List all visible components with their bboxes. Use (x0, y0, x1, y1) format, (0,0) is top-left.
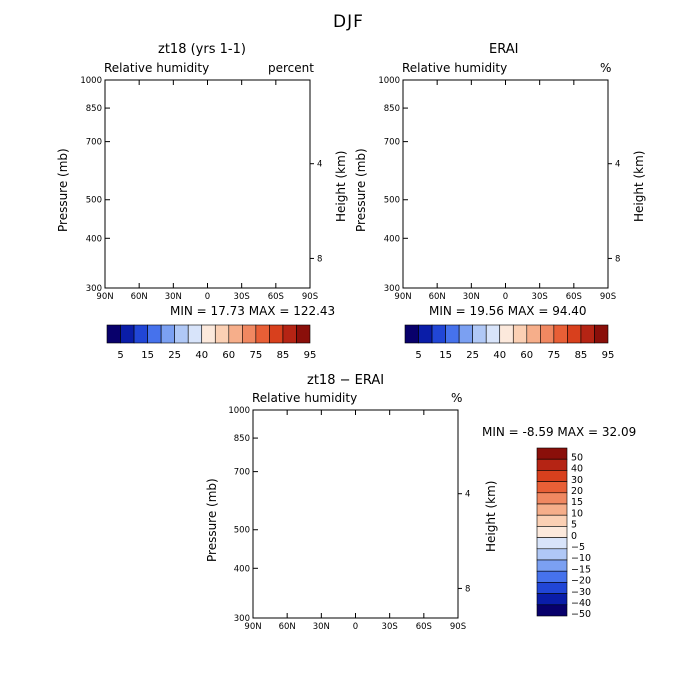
erai-panel-title: ERAI (489, 42, 519, 57)
erai-panel-stats: MIN = 19.56 MAX = 94.40 (429, 304, 587, 318)
model-panel-subtitle: Relative humidity (104, 61, 210, 75)
model-panel-stats: MIN = 17.73 MAX = 122.43 (170, 304, 336, 318)
diff-panel-units: % (451, 391, 463, 405)
diff-panel-stats: MIN = -8.59 MAX = 32.09 (482, 425, 637, 439)
figure-title: DJF (333, 12, 364, 32)
model-field (276, 93, 310, 288)
diff-panel-subtitle: Relative humidity (252, 391, 358, 405)
missing-data (276, 93, 310, 288)
erai-panel-subtitle: Relative humidity (402, 61, 508, 75)
model-panel-title: zt18 (yrs 1-1) (158, 42, 246, 57)
erai-panel-units: % (600, 61, 612, 75)
diff-panel-title: zt18 − ERAI (307, 373, 385, 388)
model-panel-units: percent (268, 61, 314, 75)
